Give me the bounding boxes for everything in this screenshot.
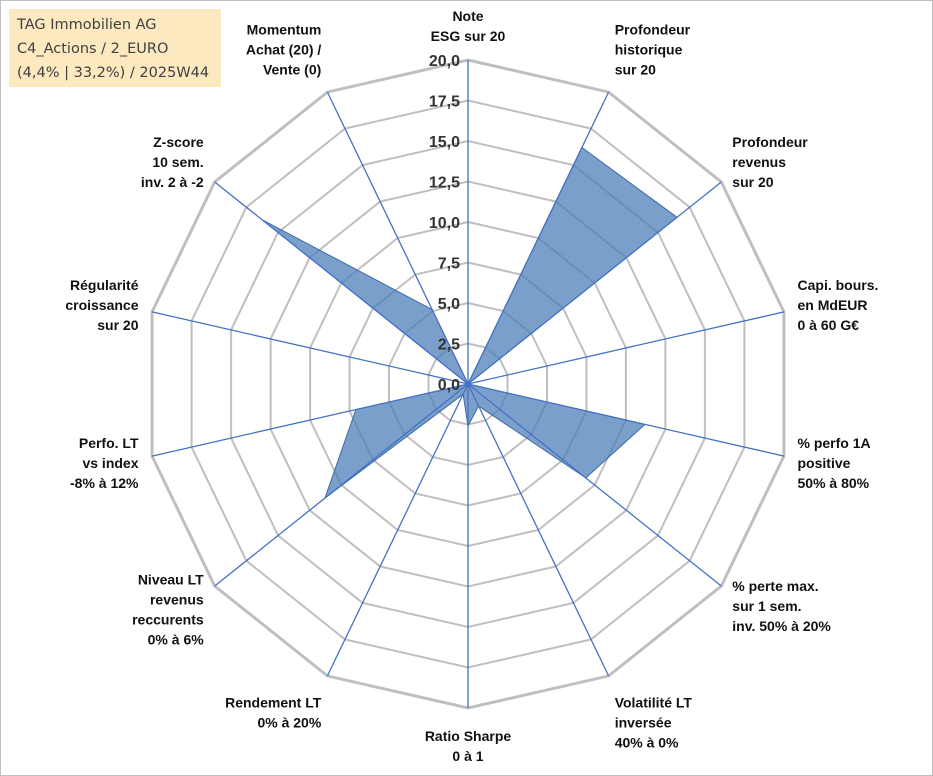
axis-spoke	[214, 181, 469, 385]
tick-label: 15,0	[429, 134, 460, 151]
radar-axis-labels: Note ESG sur 20 Profondeur historique sur 20…	[65, 8, 878, 764]
axis-label: Z-score 10 sem. inv. 2 à -2	[141, 134, 204, 190]
company-name: TAG Immobilien AG	[17, 17, 157, 33]
axis-spoke	[467, 383, 785, 457]
axis-spoke	[467, 181, 722, 385]
axis-spoke	[151, 311, 469, 385]
axis-label: Perfo. LT vs index -8% à 12%	[70, 435, 139, 491]
axis-label: Niveau LT revenus reccurents 0% à 6%	[132, 572, 204, 648]
tick-label: 12,5	[429, 175, 460, 192]
axis-label: Ratio Sharpe 0 à 1	[425, 728, 512, 764]
tick-label: 17,5	[429, 94, 460, 111]
axis-spoke	[467, 383, 722, 587]
axis-label: Capi. bours. en MdEUR 0 à 60 G€	[798, 277, 879, 333]
axis-label: Momentum Achat (20) / Vente (0)	[246, 22, 322, 78]
axis-spoke	[326, 91, 469, 385]
tick-label: 10,0	[429, 215, 460, 232]
axis-label: Note ESG sur 20	[431, 8, 506, 44]
axis-spoke	[214, 383, 469, 587]
axis-spoke	[467, 383, 610, 677]
radar-tick-labels: 0,0 2,5 5,0 7,5 10,0 12,5 15,0 17,5 20,0	[429, 53, 460, 394]
axis-label: Profondeur historique sur 20	[615, 22, 691, 78]
axis-spoke	[467, 311, 785, 385]
axis-label: % perfo 1A positive 50% à 80%	[798, 435, 871, 491]
tick-label: 2,5	[438, 337, 460, 354]
tick-label: 20,0	[429, 53, 460, 70]
axis-label: Régularité croissance sur 20	[65, 277, 138, 333]
stats-label: (4,4% | 33,2%) / 2025W44	[17, 65, 210, 81]
axis-label: Volatilité LT inversée 40% à 0%	[615, 695, 693, 751]
tick-label: 0,0	[438, 377, 460, 394]
axis-label: Profondeur revenus sur 20	[732, 134, 808, 190]
axis-spoke	[151, 383, 469, 457]
axis-spoke	[467, 91, 610, 385]
tick-label: 5,0	[438, 296, 460, 313]
axis-label: Rendement LT 0% à 20%	[225, 695, 322, 731]
axis-label: % perte max. sur 1 sem. inv. 50% à 20%	[732, 578, 831, 634]
radar-spokes	[151, 60, 785, 708]
axis-spoke	[326, 383, 469, 677]
tick-label: 7,5	[438, 256, 460, 273]
info-box: TAG Immobilien AG C4_Actions / 2_EURO (4…	[9, 9, 221, 87]
category-label: C4_Actions / 2_EURO	[17, 41, 169, 57]
